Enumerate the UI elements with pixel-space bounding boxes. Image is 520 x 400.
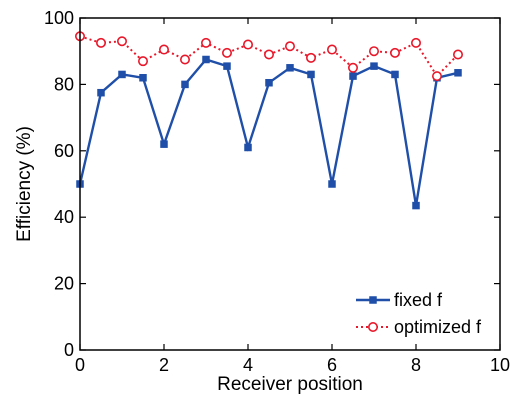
data-point-optimized-f xyxy=(117,36,128,47)
legend-marker-fixed-f xyxy=(369,296,377,304)
data-point-optimized-f xyxy=(389,47,400,58)
y-tick-label: 100 xyxy=(44,8,74,28)
data-point-optimized-f xyxy=(368,46,379,57)
data-point-fixed-f xyxy=(118,70,126,79)
y-tick-label: 60 xyxy=(54,141,74,161)
data-point-optimized-f xyxy=(180,54,191,65)
data-point-optimized-f xyxy=(243,39,254,50)
data-point-optimized-f xyxy=(138,56,149,67)
x-tick-label: 10 xyxy=(490,355,510,375)
x-axis-title: Receiver position xyxy=(217,374,363,395)
x-tick-label: 8 xyxy=(411,355,421,375)
data-point-fixed-f xyxy=(286,64,294,72)
y-tick-label: 20 xyxy=(54,274,74,294)
data-point-optimized-f xyxy=(159,44,170,55)
data-point-optimized-f xyxy=(410,37,421,48)
data-point-fixed-f xyxy=(223,62,231,70)
legend-label-fixed-f: fixed f xyxy=(394,290,443,310)
data-point-fixed-f xyxy=(391,70,399,79)
data-point-optimized-f xyxy=(431,71,442,82)
x-tick-label: 4 xyxy=(243,355,253,375)
x-tick-label: 6 xyxy=(327,355,337,375)
data-point-fixed-f xyxy=(307,70,315,79)
x-tick-label: 2 xyxy=(159,355,169,375)
y-tick-label: 40 xyxy=(54,207,74,227)
data-point-fixed-f xyxy=(370,62,378,70)
y-axis-title: Efficiency (%) xyxy=(14,126,35,242)
y-tick-label: 80 xyxy=(54,74,74,94)
data-point-optimized-f xyxy=(284,41,295,52)
data-point-fixed-f xyxy=(181,80,189,89)
plot-frame xyxy=(79,17,501,351)
data-point-fixed-f xyxy=(97,88,105,97)
data-point-optimized-f xyxy=(263,49,274,60)
legend-label-optimized-f: optimized f xyxy=(394,317,482,337)
data-point-fixed-f xyxy=(412,201,420,210)
data-point-fixed-f xyxy=(202,55,210,64)
data-point-optimized-f xyxy=(305,52,316,63)
data-point-optimized-f xyxy=(326,44,337,55)
data-point-fixed-f xyxy=(160,140,168,148)
data-point-fixed-f xyxy=(139,74,147,82)
data-point-fixed-f xyxy=(265,78,273,87)
data-point-optimized-f xyxy=(452,49,463,60)
data-point-fixed-f xyxy=(244,143,252,152)
x-tick-label: 0 xyxy=(75,355,85,375)
data-point-fixed-f xyxy=(349,72,357,80)
data-point-optimized-f xyxy=(96,37,107,48)
data-layer xyxy=(75,31,463,210)
data-point-optimized-f xyxy=(347,62,358,73)
data-point-fixed-f xyxy=(328,180,336,188)
legend: fixed f optimized f xyxy=(356,290,482,337)
data-point-fixed-f xyxy=(454,69,462,77)
legend-marker-optimized-f xyxy=(367,321,378,332)
data-point-optimized-f xyxy=(201,37,212,48)
data-point-optimized-f xyxy=(222,47,233,58)
y-tick-label: 0 xyxy=(64,340,74,360)
